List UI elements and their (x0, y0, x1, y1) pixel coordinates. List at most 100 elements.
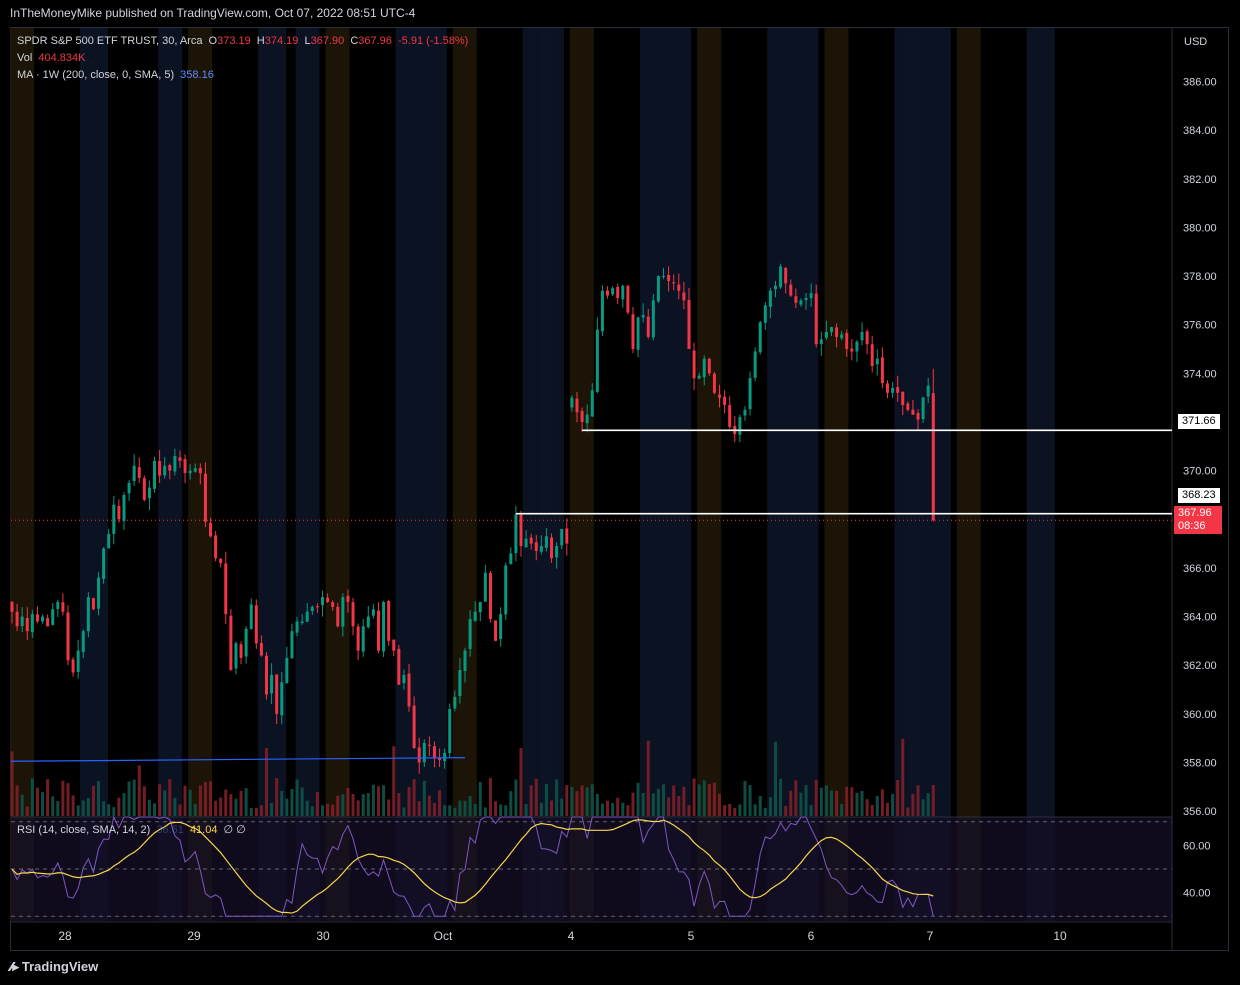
candle-body (25, 617, 29, 632)
session-band-post (794, 28, 819, 921)
volume-bar (30, 778, 34, 816)
volume-bar (10, 751, 14, 816)
volume-bar (901, 738, 905, 816)
candle-body (229, 615, 233, 671)
volume-bar (468, 796, 472, 816)
candle-body (544, 536, 548, 548)
candle-body (168, 465, 172, 471)
volume-bar (555, 779, 559, 816)
candle-body (611, 288, 615, 295)
candle-body (835, 327, 839, 337)
volume-bar (514, 779, 518, 816)
candle-body (117, 505, 121, 520)
candle-body (539, 546, 543, 552)
candle-body (417, 747, 421, 763)
candle-body (346, 595, 350, 602)
candle-body (290, 631, 294, 659)
volume-bar (346, 787, 350, 816)
candle-body (438, 758, 442, 761)
time-tick-label: 5 (688, 929, 695, 943)
candle-body (478, 601, 482, 613)
candle-body (504, 565, 508, 615)
candle-body (728, 405, 732, 427)
session-band-pre (569, 28, 594, 921)
volume-bar (112, 807, 116, 816)
volume-bar (840, 803, 844, 816)
time-tick-label: 28 (58, 929, 72, 943)
candle-body (137, 467, 141, 478)
candle-body (361, 626, 365, 652)
candle-body (315, 606, 319, 608)
candle-body (524, 538, 528, 548)
legend-rsi-sma: 36.61 (156, 824, 184, 836)
price-tick-label: 356.00 (1183, 806, 1217, 818)
volume-bar (483, 807, 487, 816)
price-tick-label: 380.00 (1183, 222, 1217, 234)
volume-bar (193, 803, 197, 816)
legend-rsi-label: RSI (14, close, SMA, 14, 2) (17, 824, 151, 836)
volume-bar (524, 804, 528, 816)
tradingview-brand[interactable]: ⁄⁄▸ TradingView (10, 959, 98, 975)
volume-bar (565, 785, 569, 816)
volume-bar (153, 803, 157, 816)
volume-bar (229, 794, 233, 816)
candle-body (687, 299, 691, 350)
volume-bar (81, 800, 85, 816)
volume-bar (412, 779, 416, 816)
volume-bar (438, 790, 442, 816)
volume-bar (458, 800, 462, 816)
candle-body (275, 674, 279, 714)
volume-bar (265, 747, 268, 816)
candle-body (809, 293, 813, 299)
volume-bar (35, 787, 39, 816)
volume-bar (702, 780, 706, 816)
volume-bar (855, 792, 859, 816)
volume-bar (397, 793, 401, 816)
volume-bar (239, 790, 243, 816)
candle-body (326, 597, 330, 602)
volume-bar (672, 785, 676, 816)
candle-body (249, 604, 253, 629)
volume-bar (570, 786, 574, 816)
volume-bar (46, 779, 50, 816)
volume-bar (539, 802, 543, 816)
session-band-post (422, 28, 447, 921)
volume-bar (224, 789, 228, 816)
volume-bar (219, 797, 223, 816)
candle-body (387, 601, 391, 641)
volume-bar (748, 785, 752, 816)
volume-bar (20, 794, 24, 816)
volume-bar (616, 797, 620, 816)
volume-bar (590, 784, 594, 816)
time-tick-label: 6 (808, 929, 815, 943)
volume-bar (723, 805, 727, 816)
candle-body (911, 409, 915, 415)
volume-bar (102, 801, 106, 816)
volume-bar (290, 789, 294, 816)
session-band-pre (325, 28, 350, 921)
candle-body (692, 350, 696, 379)
candle-body (697, 375, 701, 379)
legend-low: 367.90 (310, 35, 345, 47)
candle-body (402, 674, 406, 684)
volume-bar (295, 779, 299, 816)
legend-ma-label: MA · 1W (200, close, 0, SMA, 5) (17, 69, 175, 81)
time-tick-label: 10 (1053, 929, 1067, 943)
volume-bar (906, 807, 910, 816)
last-price-tag: 367.96 08:36 (1174, 506, 1222, 534)
volume-bar (310, 806, 314, 816)
volume-bar (753, 804, 757, 816)
volume-bar (453, 807, 457, 816)
legend-rsi-extra: ∅ ∅ (223, 824, 246, 836)
candle-body (855, 341, 859, 352)
candle-body (366, 616, 370, 628)
volume-bar (66, 783, 70, 816)
volume-bar (784, 805, 788, 816)
volume-bar (799, 792, 803, 816)
volume-bar (885, 802, 889, 816)
candle-body (550, 537, 554, 559)
time-tick-label: Oct (434, 929, 453, 943)
candle-body (61, 602, 65, 612)
volume-bar (448, 805, 452, 816)
